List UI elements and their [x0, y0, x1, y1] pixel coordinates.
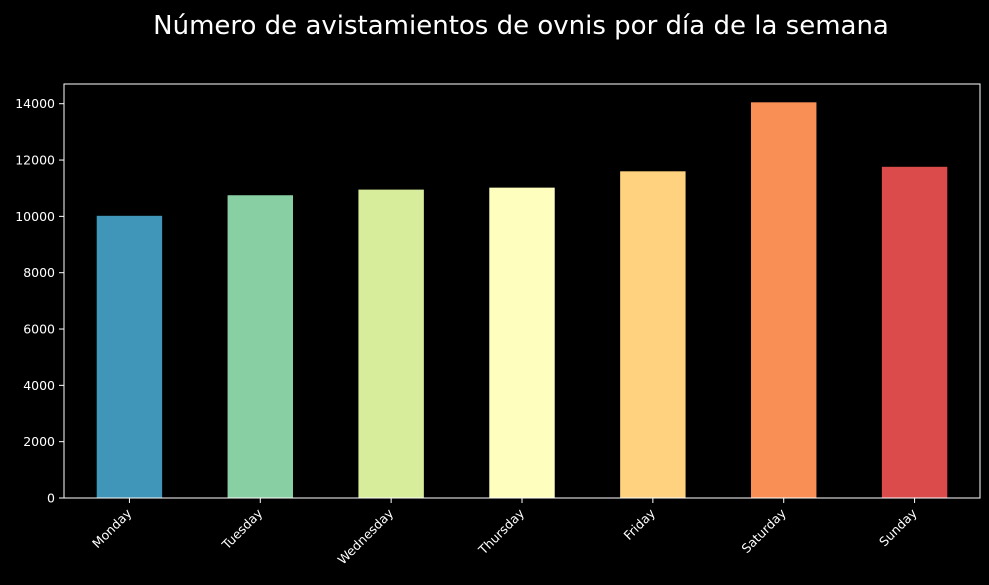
y-axis: 0 2000 4000 6000 8000 10000 12000 14000	[15, 96, 64, 506]
bars-group	[96, 102, 948, 499]
bar-monday	[96, 215, 163, 499]
x-tick-label: Tuesday	[218, 505, 266, 553]
y-tick-label: 8000	[23, 265, 55, 280]
y-tick-label: 12000	[15, 153, 55, 168]
y-tick-label: 0	[47, 491, 55, 506]
x-tick-label: Friday	[621, 505, 659, 543]
x-tick-label: Wednesday	[334, 505, 396, 567]
y-tick-label: 10000	[15, 209, 55, 224]
bar-thursday	[489, 187, 555, 498]
y-tick-label: 4000	[23, 378, 55, 393]
bar-wednesday	[358, 189, 424, 499]
x-tick-label: Thursday	[475, 505, 528, 558]
chart-title: Número de avistamientos de ovnis por día…	[153, 11, 889, 41]
x-axis: Monday Tuesday Wednesday Thursday Friday Satu…	[89, 498, 920, 567]
y-tick-label: 14000	[15, 96, 55, 111]
y-tick-label: 2000	[23, 434, 55, 449]
plot-frame	[63, 83, 981, 499]
x-tick-label: Sunday	[876, 505, 920, 549]
bar-saturday	[751, 102, 817, 498]
y-tick-label: 6000	[23, 322, 55, 337]
x-tick-label: Saturday	[738, 505, 789, 556]
bar-sunday	[881, 166, 948, 499]
bar-friday	[620, 171, 686, 498]
bar-tuesday	[227, 195, 293, 499]
x-tick-label: Monday	[89, 505, 135, 551]
